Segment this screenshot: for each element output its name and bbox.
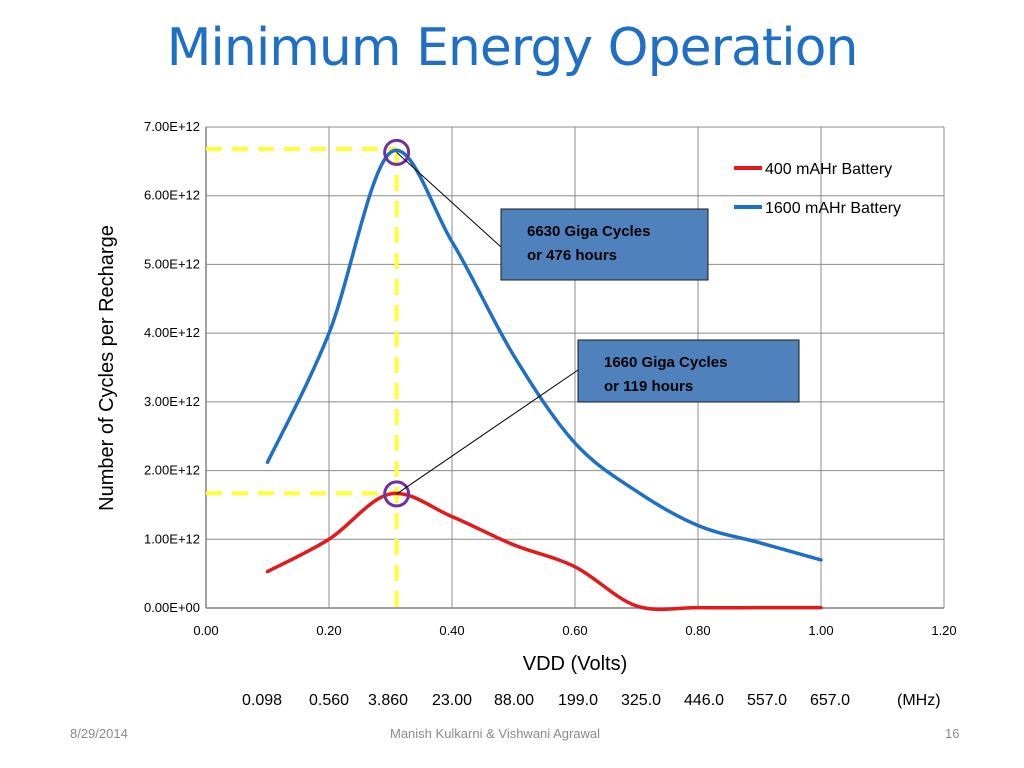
callout-leader-line bbox=[396, 152, 502, 248]
peak-marker bbox=[383, 480, 411, 508]
x-tick-label: 0.40 bbox=[439, 623, 464, 638]
x-tick-label: 0.00 bbox=[193, 623, 218, 638]
chart-markers bbox=[383, 138, 411, 508]
callout-leader-line bbox=[396, 369, 579, 495]
x-tick-label: 0.60 bbox=[562, 623, 587, 638]
x-axis-label: VDD (Volts) bbox=[523, 653, 627, 675]
frequency-value: 0.560 bbox=[309, 692, 350, 709]
frequency-value: 557.0 bbox=[747, 692, 788, 709]
y-tick-label: 1.00E+12 bbox=[144, 531, 200, 546]
frequency-unit: (MHz) bbox=[897, 692, 941, 709]
callout-box bbox=[500, 208, 709, 281]
y-tick-label: 4.00E+12 bbox=[144, 325, 200, 340]
frequency-value: 88.00 bbox=[494, 692, 535, 709]
frequency-value: 446.0 bbox=[684, 692, 725, 709]
y-tick-label: 3.00E+12 bbox=[144, 394, 200, 409]
x-axis-ticks: 0.00 0.20 0.40 0.60 0.80 1.00 1.20 bbox=[193, 623, 956, 638]
y-tick-label: 6.00E+12 bbox=[144, 188, 200, 203]
callout-line2: or 476 hours bbox=[527, 247, 617, 264]
frequency-row: 0.098 0.560 3.860 23.00 88.00 199.0 325.0 446.0… bbox=[0, 692, 1024, 714]
x-tick-label: 0.80 bbox=[685, 623, 710, 638]
callout-box bbox=[577, 339, 800, 403]
peak-marker bbox=[383, 138, 411, 166]
frequency-value: 23.00 bbox=[432, 692, 473, 709]
chart-annotations: 6630 Giga Cycles or 476 hours 1660 Giga Cy… bbox=[396, 152, 800, 495]
y-tick-label: 2.00E+12 bbox=[144, 463, 200, 478]
y-axis-ticks: 0.00E+00 1.00E+12 2.00E+12 3.00E+12 4.00E+12… bbox=[144, 119, 200, 615]
y-tick-label: 7.00E+12 bbox=[144, 119, 200, 134]
legend-label: 400 mAHr Battery bbox=[765, 161, 892, 178]
frequency-value: 657.0 bbox=[810, 692, 851, 709]
y-tick-label: 0.00E+00 bbox=[144, 600, 200, 615]
y-axis-label: Number of Cycles per Recharge bbox=[96, 225, 118, 511]
callout-line1: 1660 Giga Cycles bbox=[604, 354, 727, 371]
chart-series bbox=[265, 148, 823, 612]
frequency-value: 325.0 bbox=[621, 692, 662, 709]
x-tick-label: 0.20 bbox=[316, 623, 341, 638]
frequency-value: 3.860 bbox=[368, 692, 409, 709]
series-line-1600mahr bbox=[265, 148, 823, 562]
frequency-value: 199.0 bbox=[558, 692, 599, 709]
slide-title: Minimum Energy Operation bbox=[166, 18, 859, 78]
x-tick-label: 1.00 bbox=[808, 623, 833, 638]
footer-page-number: 16 bbox=[945, 726, 960, 741]
y-tick-label: 5.00E+12 bbox=[144, 256, 200, 271]
chart-legend: 400 mAHr Battery 1600 mAHr Battery bbox=[734, 161, 901, 217]
footer-date: 8/29/2014 bbox=[70, 726, 128, 741]
series-line-400mahr bbox=[265, 491, 823, 612]
frequency-value: 0.098 bbox=[242, 692, 283, 709]
callout-line1: 6630 Giga Cycles bbox=[527, 223, 650, 240]
callout-line2: or 119 hours bbox=[604, 378, 693, 395]
footer-authors: Manish Kulkarni & Vishwani Agrawal bbox=[390, 726, 601, 741]
x-tick-label: 1.20 bbox=[931, 623, 956, 638]
reference-lines bbox=[206, 146, 399, 608]
legend-label: 1600 mAHr Battery bbox=[765, 200, 901, 217]
